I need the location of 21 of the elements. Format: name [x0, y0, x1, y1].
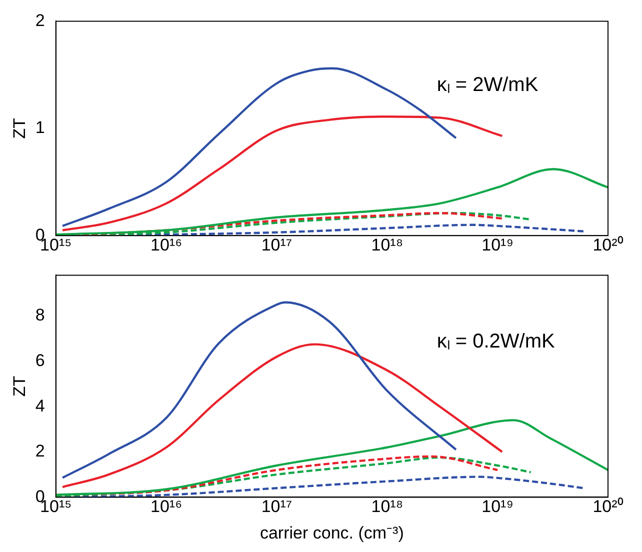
y-axis-title: ZT [10, 376, 29, 397]
y-tick-label: 8 [35, 306, 45, 325]
y-tick-label: 1 [35, 118, 45, 138]
y-tick-label: 6 [35, 350, 45, 370]
y-tick-label: 2 [35, 442, 45, 461]
x-tick-label: 10¹⁷ [261, 235, 292, 254]
y-tick-label: 2 [35, 10, 45, 30]
annotation: κₗ = 0.2W/mK [436, 330, 556, 352]
x-tick-label: 10¹⁹ [482, 497, 514, 516]
x-tick-label: 10¹⁷ [261, 497, 292, 516]
x-axis-title: carrier conc. (cm⁻³) [260, 523, 404, 542]
annotation: κₗ = 2W/mK [436, 74, 539, 96]
x-tick-label: 10¹⁸ [371, 497, 404, 516]
x-tick-label: 10¹⁶ [150, 497, 182, 516]
x-tick-label: 10²⁰ [592, 497, 624, 516]
x-tick-label: 10¹⁸ [371, 235, 404, 254]
x-tick-label: 10¹⁶ [150, 235, 182, 254]
y-tick-label: 4 [35, 396, 45, 416]
x-tick-label: 10¹⁹ [482, 235, 514, 254]
x-tick-label: 10²⁰ [592, 235, 624, 254]
y-axis-title: ZT [10, 118, 29, 139]
